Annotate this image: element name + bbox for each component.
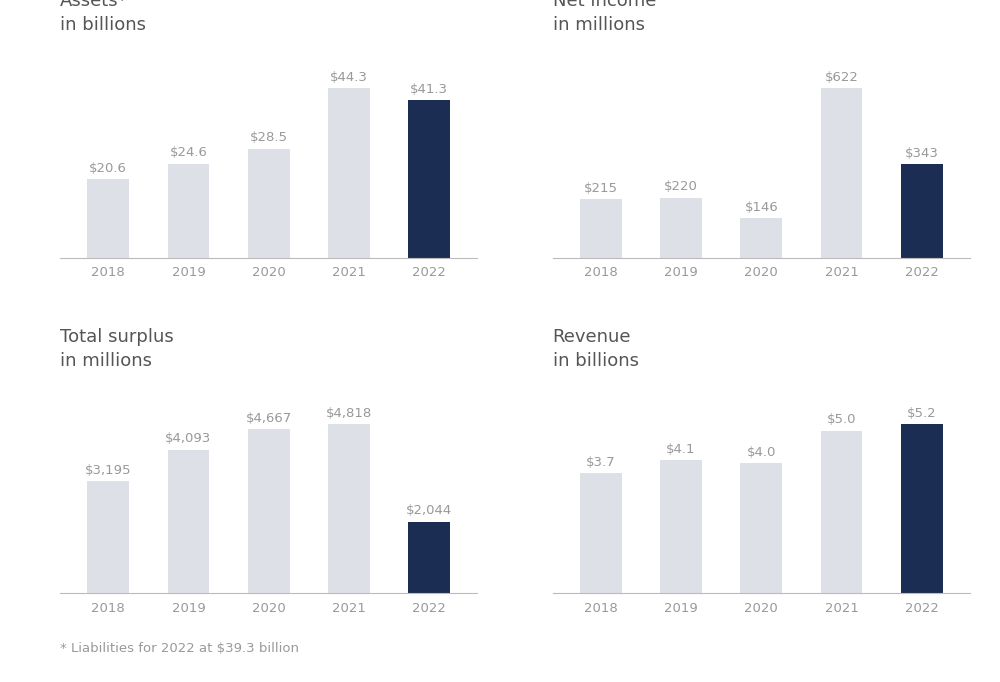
Text: Total surplus
in millions: Total surplus in millions xyxy=(60,328,174,370)
Text: $5.0: $5.0 xyxy=(827,413,856,426)
Text: $4,818: $4,818 xyxy=(326,407,372,420)
Bar xyxy=(660,198,702,258)
Bar xyxy=(168,449,209,593)
Bar xyxy=(821,430,862,593)
Bar xyxy=(740,218,782,258)
Text: $41.3: $41.3 xyxy=(410,83,448,95)
Text: $28.5: $28.5 xyxy=(250,132,288,145)
Bar xyxy=(87,481,129,593)
Bar xyxy=(168,164,209,258)
Text: $220: $220 xyxy=(664,181,698,194)
Bar xyxy=(248,430,290,593)
Text: Net income
in millions: Net income in millions xyxy=(553,0,656,34)
Bar xyxy=(660,460,702,593)
Text: $343: $343 xyxy=(905,147,939,160)
Bar xyxy=(408,522,450,593)
Bar xyxy=(901,424,943,593)
Text: $44.3: $44.3 xyxy=(330,71,368,84)
Text: $5.2: $5.2 xyxy=(907,407,937,420)
Text: * Liabilities for 2022 at $39.3 billion: * Liabilities for 2022 at $39.3 billion xyxy=(60,642,299,655)
Bar xyxy=(328,424,370,593)
Bar xyxy=(901,164,943,258)
Bar xyxy=(821,88,862,258)
Bar xyxy=(740,463,782,593)
Bar xyxy=(87,179,129,258)
Text: $4.0: $4.0 xyxy=(747,446,776,459)
Text: $4.1: $4.1 xyxy=(666,443,696,456)
Text: $146: $146 xyxy=(744,201,778,213)
Text: $2,044: $2,044 xyxy=(406,504,452,518)
Text: $4,667: $4,667 xyxy=(246,412,292,425)
Bar xyxy=(580,473,622,593)
Text: Assets*
in billions: Assets* in billions xyxy=(60,0,146,34)
Text: $622: $622 xyxy=(825,71,858,84)
Text: $24.6: $24.6 xyxy=(170,147,207,160)
Text: $3,195: $3,195 xyxy=(85,464,131,477)
Bar xyxy=(580,199,622,258)
Text: Revenue
in billions: Revenue in billions xyxy=(553,328,639,370)
Text: $3.7: $3.7 xyxy=(586,456,616,469)
Bar xyxy=(328,88,370,258)
Bar xyxy=(248,149,290,258)
Text: $20.6: $20.6 xyxy=(89,162,127,175)
Bar xyxy=(408,100,450,258)
Text: $215: $215 xyxy=(584,182,618,195)
Text: $4,093: $4,093 xyxy=(165,432,212,445)
